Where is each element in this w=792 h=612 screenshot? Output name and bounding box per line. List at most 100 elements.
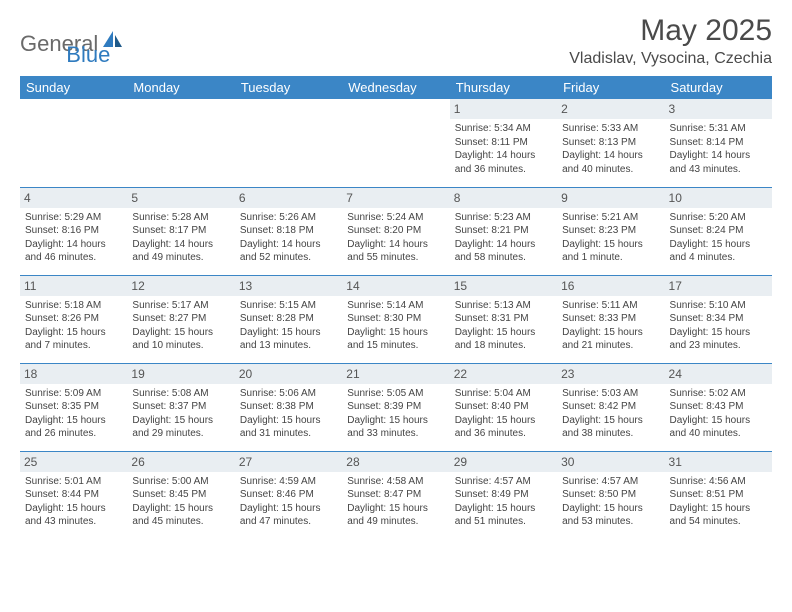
sunrise-text: Sunrise: 5:04 AM — [455, 387, 552, 401]
month-title: May 2025 — [569, 14, 772, 48]
sunrise-text: Sunrise: 5:01 AM — [25, 475, 122, 489]
calendar-day-cell: 29Sunrise: 4:57 AMSunset: 8:49 PMDayligh… — [450, 451, 557, 539]
sunset-text: Sunset: 8:39 PM — [347, 400, 444, 414]
calendar-day-cell: 6Sunrise: 5:26 AMSunset: 8:18 PMDaylight… — [235, 187, 342, 275]
sunrise-text: Sunrise: 5:33 AM — [562, 122, 659, 136]
day-number: 28 — [342, 452, 449, 472]
daylight-text: and 7 minutes. — [25, 339, 122, 353]
sunset-text: Sunset: 8:42 PM — [562, 400, 659, 414]
daylight-text: Daylight: 15 hours — [455, 414, 552, 428]
daylight-text: Daylight: 14 hours — [132, 238, 229, 252]
sunrise-text: Sunrise: 4:57 AM — [455, 475, 552, 489]
daylight-text: Daylight: 14 hours — [347, 238, 444, 252]
calendar-week-row: 1Sunrise: 5:34 AMSunset: 8:11 PMDaylight… — [20, 99, 772, 187]
day-number: 26 — [127, 452, 234, 472]
sunrise-text: Sunrise: 5:08 AM — [132, 387, 229, 401]
daylight-text: Daylight: 15 hours — [455, 502, 552, 516]
sunset-text: Sunset: 8:16 PM — [25, 224, 122, 238]
daylight-text: and 47 minutes. — [240, 515, 337, 529]
daylight-text: Daylight: 15 hours — [347, 326, 444, 340]
weekday-header: Thursday — [450, 76, 557, 99]
sunset-text: Sunset: 8:17 PM — [132, 224, 229, 238]
sunrise-text: Sunrise: 5:09 AM — [25, 387, 122, 401]
sunset-text: Sunset: 8:31 PM — [455, 312, 552, 326]
sunrise-text: Sunrise: 5:03 AM — [562, 387, 659, 401]
header: General Blue May 2025 Vladislav, Vysocin… — [20, 14, 772, 68]
calendar-day-cell: 18 Sunrise: 5:09 AMSunset: 8:35 PMDayligh… — [20, 363, 127, 451]
daylight-text: Daylight: 14 hours — [670, 149, 767, 163]
sunset-text: Sunset: 8:33 PM — [562, 312, 659, 326]
calendar-day-cell: 3Sunrise: 5:31 AMSunset: 8:14 PMDaylight… — [665, 99, 772, 187]
daylight-text: and 4 minutes. — [670, 251, 767, 265]
calendar-day-cell — [127, 99, 234, 187]
daylight-text: and 13 minutes. — [240, 339, 337, 353]
calendar-day-cell: 27Sunrise: 4:59 AMSunset: 8:46 PMDayligh… — [235, 451, 342, 539]
daylight-text: and 54 minutes. — [670, 515, 767, 529]
daylight-text: and 52 minutes. — [240, 251, 337, 265]
sunset-text: Sunset: 8:34 PM — [670, 312, 767, 326]
day-number: 14 — [342, 276, 449, 296]
day-number: 8 — [450, 188, 557, 208]
daylight-text: and 23 minutes. — [670, 339, 767, 353]
day-number: 10 — [665, 188, 772, 208]
sunset-text: Sunset: 8:50 PM — [562, 488, 659, 502]
sunset-text: Sunset: 8:43 PM — [670, 400, 767, 414]
daylight-text: and 51 minutes. — [455, 515, 552, 529]
calendar-day-cell: 17Sunrise: 5:10 AMSunset: 8:34 PMDayligh… — [665, 275, 772, 363]
daylight-text: Daylight: 15 hours — [347, 502, 444, 516]
daylight-text: Daylight: 15 hours — [670, 238, 767, 252]
daylight-text: and 31 minutes. — [240, 427, 337, 441]
sunrise-text: Sunrise: 5:23 AM — [455, 211, 552, 225]
sunrise-text: Sunrise: 5:21 AM — [562, 211, 659, 225]
calendar-day-cell: 12Sunrise: 5:17 AMSunset: 8:27 PMDayligh… — [127, 275, 234, 363]
weekday-header: Wednesday — [342, 76, 449, 99]
weekday-header: Friday — [557, 76, 664, 99]
daylight-text: Daylight: 15 hours — [25, 414, 122, 428]
daylight-text: and 40 minutes. — [670, 427, 767, 441]
sunrise-text: Sunrise: 5:26 AM — [240, 211, 337, 225]
sunset-text: Sunset: 8:18 PM — [240, 224, 337, 238]
day-number: 24 — [665, 364, 772, 384]
sunset-text: Sunset: 8:27 PM — [132, 312, 229, 326]
daylight-text: Daylight: 15 hours — [562, 326, 659, 340]
weekday-header: Sunday — [20, 76, 127, 99]
sunset-text: Sunset: 8:30 PM — [347, 312, 444, 326]
daylight-text: and 43 minutes. — [670, 163, 767, 177]
sunrise-text: Sunrise: 4:56 AM — [670, 475, 767, 489]
sunset-text: Sunset: 8:28 PM — [240, 312, 337, 326]
day-number: 22 — [450, 364, 557, 384]
sunrise-text: Sunrise: 5:10 AM — [670, 299, 767, 313]
day-number: 18 — [20, 364, 127, 384]
sunset-text: Sunset: 8:35 PM — [25, 400, 122, 414]
calendar-day-cell: 26Sunrise: 5:00 AMSunset: 8:45 PMDayligh… — [127, 451, 234, 539]
day-number: 6 — [235, 188, 342, 208]
sunrise-text: Sunrise: 5:20 AM — [670, 211, 767, 225]
day-number: 17 — [665, 276, 772, 296]
calendar-day-cell: 14Sunrise: 5:14 AMSunset: 8:30 PMDayligh… — [342, 275, 449, 363]
daylight-text: and 49 minutes. — [132, 251, 229, 265]
daylight-text: Daylight: 15 hours — [132, 414, 229, 428]
calendar-week-row: 11Sunrise: 5:18 AMSunset: 8:26 PMDayligh… — [20, 275, 772, 363]
calendar-day-cell: 8Sunrise: 5:23 AMSunset: 8:21 PMDaylight… — [450, 187, 557, 275]
calendar-day-cell: 2Sunrise: 5:33 AMSunset: 8:13 PMDaylight… — [557, 99, 664, 187]
daylight-text: and 43 minutes. — [25, 515, 122, 529]
day-number: 12 — [127, 276, 234, 296]
daylight-text: Daylight: 15 hours — [347, 414, 444, 428]
sunset-text: Sunset: 8:20 PM — [347, 224, 444, 238]
sunset-text: Sunset: 8:45 PM — [132, 488, 229, 502]
day-number: 11 — [20, 276, 127, 296]
sunrise-text: Sunrise: 5:05 AM — [347, 387, 444, 401]
daylight-text: Daylight: 15 hours — [240, 414, 337, 428]
calendar-day-cell: 28Sunrise: 4:58 AMSunset: 8:47 PMDayligh… — [342, 451, 449, 539]
weekday-header: Saturday — [665, 76, 772, 99]
daylight-text: and 33 minutes. — [347, 427, 444, 441]
sunrise-text: Sunrise: 5:02 AM — [670, 387, 767, 401]
sunrise-text: Sunrise: 5:00 AM — [132, 475, 229, 489]
logo: General Blue — [20, 20, 110, 68]
daylight-text: Daylight: 15 hours — [670, 502, 767, 516]
calendar-body: 1Sunrise: 5:34 AMSunset: 8:11 PMDaylight… — [20, 99, 772, 539]
calendar-day-cell: 10Sunrise: 5:20 AMSunset: 8:24 PMDayligh… — [665, 187, 772, 275]
daylight-text: and 40 minutes. — [562, 163, 659, 177]
calendar-day-cell — [342, 99, 449, 187]
calendar-day-cell: 30Sunrise: 4:57 AMSunset: 8:50 PMDayligh… — [557, 451, 664, 539]
